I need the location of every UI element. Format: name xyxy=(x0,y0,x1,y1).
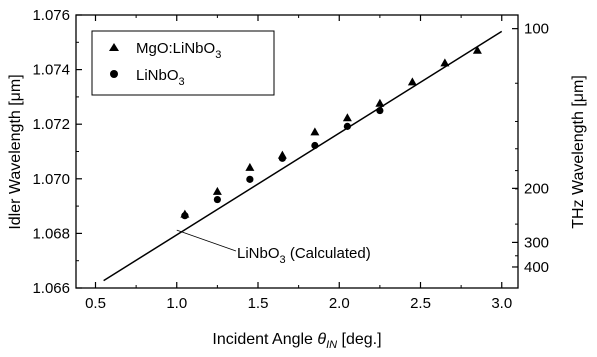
legend-box xyxy=(91,30,275,96)
annotation-leader-line xyxy=(176,229,237,252)
x-axis-title: Incident Angle θIN [deg.] xyxy=(212,331,381,351)
data-point-circle xyxy=(246,175,254,183)
data-point-triangle xyxy=(342,113,352,122)
data-point-circle xyxy=(181,212,189,220)
y-tick-label: 1.076 xyxy=(32,7,70,24)
ticks-layer: 0.5 1.0 1.5 2.0 2.5 3.0 1.066 1.068 1.070 1.072 1.… xyxy=(32,7,549,312)
data-point-circle xyxy=(278,154,286,162)
y2-axis-title: THz Wavelength [μm] xyxy=(570,75,587,229)
fit-line xyxy=(103,30,503,282)
legend-label-linbo3: LiNbO3 xyxy=(136,67,185,88)
data-point-circle xyxy=(213,195,221,204)
data-point-circle xyxy=(343,122,351,130)
data-point-triangle xyxy=(407,77,417,86)
legend-marker-triangle xyxy=(109,43,119,51)
x-tick-label: 2.5 xyxy=(410,295,431,312)
legend-label-mgo-linbo3: MgO:LiNbO3 xyxy=(136,40,221,61)
x-tick-label: 0.5 xyxy=(85,295,106,312)
data-point-triangle xyxy=(375,98,385,107)
y-tick-label: 1.072 xyxy=(32,116,70,133)
x-tick-label: 1.0 xyxy=(166,295,187,312)
y-axis-title: Idler Wavelength [μm] xyxy=(7,74,24,229)
y-tick-label: 1.066 xyxy=(32,280,70,297)
y-tick-label: 1.074 xyxy=(32,62,70,79)
legend-marker-circle xyxy=(110,70,118,78)
data-point-circle xyxy=(376,106,384,115)
data-point-triangle xyxy=(440,58,450,67)
fit-layer xyxy=(103,30,503,282)
y2-tick-label: 100 xyxy=(524,21,549,38)
legend: MgO:LiNbO3 LiNbO3 xyxy=(91,30,275,96)
x-tick-label: 2.0 xyxy=(329,295,350,312)
fit-line-label: LiNbO3 (Calculated) xyxy=(237,245,371,266)
y2-tick-label: 400 xyxy=(524,259,549,276)
y2-tick-label: 300 xyxy=(524,234,549,251)
data-point-triangle xyxy=(472,45,482,54)
y2-tick-label: 200 xyxy=(524,180,549,197)
data-point-circle xyxy=(311,141,319,150)
y-tick-label: 1.068 xyxy=(32,225,70,242)
data-point-triangle xyxy=(245,162,255,171)
x-tick-label: 3.0 xyxy=(491,295,512,312)
y-tick-label: 1.070 xyxy=(32,171,70,188)
data-point-triangle xyxy=(212,186,222,195)
data-point-triangle xyxy=(310,127,320,136)
x-tick-label: 1.5 xyxy=(248,295,269,312)
points-layer xyxy=(180,45,482,220)
